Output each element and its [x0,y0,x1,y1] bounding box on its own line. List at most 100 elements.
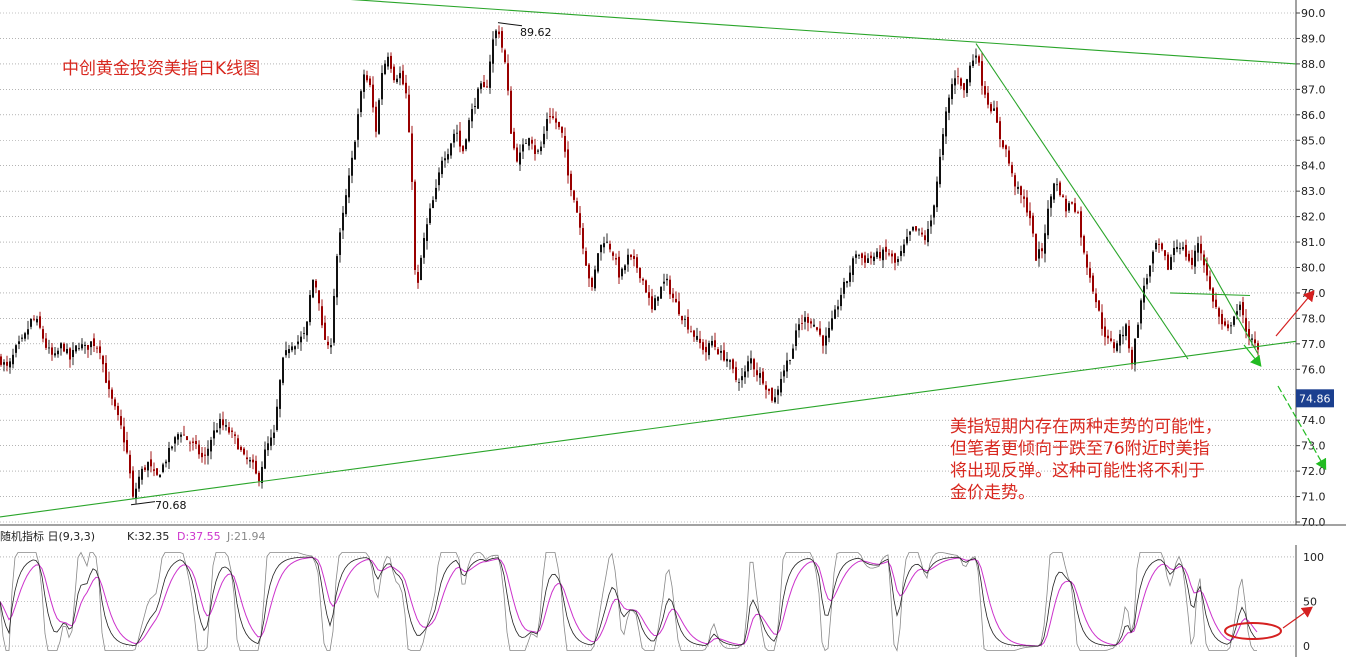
candle [909,230,911,242]
candle [1233,315,1235,327]
candle [567,141,569,184]
trendline [1169,292,1251,297]
candle [1023,189,1025,208]
candle [603,236,605,254]
candle [1197,236,1199,262]
d-label: D:37.55 [177,530,221,543]
candle [441,156,443,178]
candle [78,342,80,351]
candle [699,330,701,349]
candle [1182,241,1184,251]
candle [846,280,848,288]
candle [960,77,962,89]
candle [876,248,878,260]
candle [630,254,632,261]
candle [981,52,983,95]
candle [1086,250,1088,276]
candle [834,305,836,320]
candle [1146,273,1148,290]
candle [786,352,788,378]
candle [609,240,611,253]
candle [432,196,434,209]
candle [423,232,425,264]
candle [984,80,986,99]
candle [15,344,17,358]
candle [561,126,563,138]
candle [294,345,296,355]
candle [426,217,428,250]
candle [1149,265,1151,283]
chart-title: 中创黄金投资美指日K线图 [62,59,260,79]
candle [1191,249,1193,270]
candle [1059,180,1061,197]
candle [861,252,863,266]
candle [639,267,641,283]
candle [111,387,113,406]
candle [237,434,239,450]
candle [318,290,320,311]
candle [585,247,587,267]
candle [696,327,698,343]
candle [825,327,827,355]
candle [522,138,524,159]
candle [459,121,461,153]
candle [279,378,281,418]
candle [234,431,236,445]
candle [66,343,68,355]
candle [1161,242,1163,252]
candle [399,66,401,86]
candle [33,315,35,322]
candle [687,309,689,334]
candle [1053,182,1055,203]
candle [645,279,647,293]
candle [147,461,149,478]
candle [339,227,341,263]
candle [1083,234,1085,255]
y-tick-label: 78.0 [1301,312,1326,325]
candle [327,336,329,349]
note-line-2: 但笔者更倾向于跌至76附近时美指 [950,439,1210,459]
y-tick-label: 88.0 [1301,58,1326,71]
candle [1239,301,1241,317]
candle [447,148,449,164]
candle [342,206,344,240]
candle [888,248,890,257]
candle [345,188,347,218]
candle [132,466,134,499]
candle [798,318,800,338]
note-line-3: 将出现反弹。这种可能性将不利于 [950,461,1205,481]
candle [192,437,194,451]
candle [741,368,743,388]
y-tick-label: 81.0 [1301,236,1326,249]
candle [465,138,467,152]
candle [384,60,386,76]
candle [516,143,518,163]
candle [618,250,620,284]
candle [879,245,881,261]
candle [387,52,389,70]
candle [882,247,884,269]
candle [84,341,86,354]
candle [768,388,770,395]
y-tick-label: 89.0 [1301,32,1326,45]
candle [1032,212,1034,238]
candle [507,54,509,96]
candle [1131,346,1133,370]
candle [39,311,41,330]
candle [822,334,824,354]
candle [933,204,935,225]
candle [450,142,452,159]
current-price-box [1296,389,1334,408]
candle [486,79,488,89]
candle [576,197,578,213]
candle [819,321,821,337]
candle [615,253,617,266]
y-tick-label: 80.0 [1301,262,1326,275]
candle [1056,178,1058,191]
analysis-note: 美指短期内存在两种走势的可能性， 但笔者更倾向于跌至76附近时美指 将出现反弹。… [950,417,1222,503]
candle [1209,270,1211,291]
candle [537,148,539,155]
candle [1137,322,1139,338]
candle [1020,185,1022,204]
